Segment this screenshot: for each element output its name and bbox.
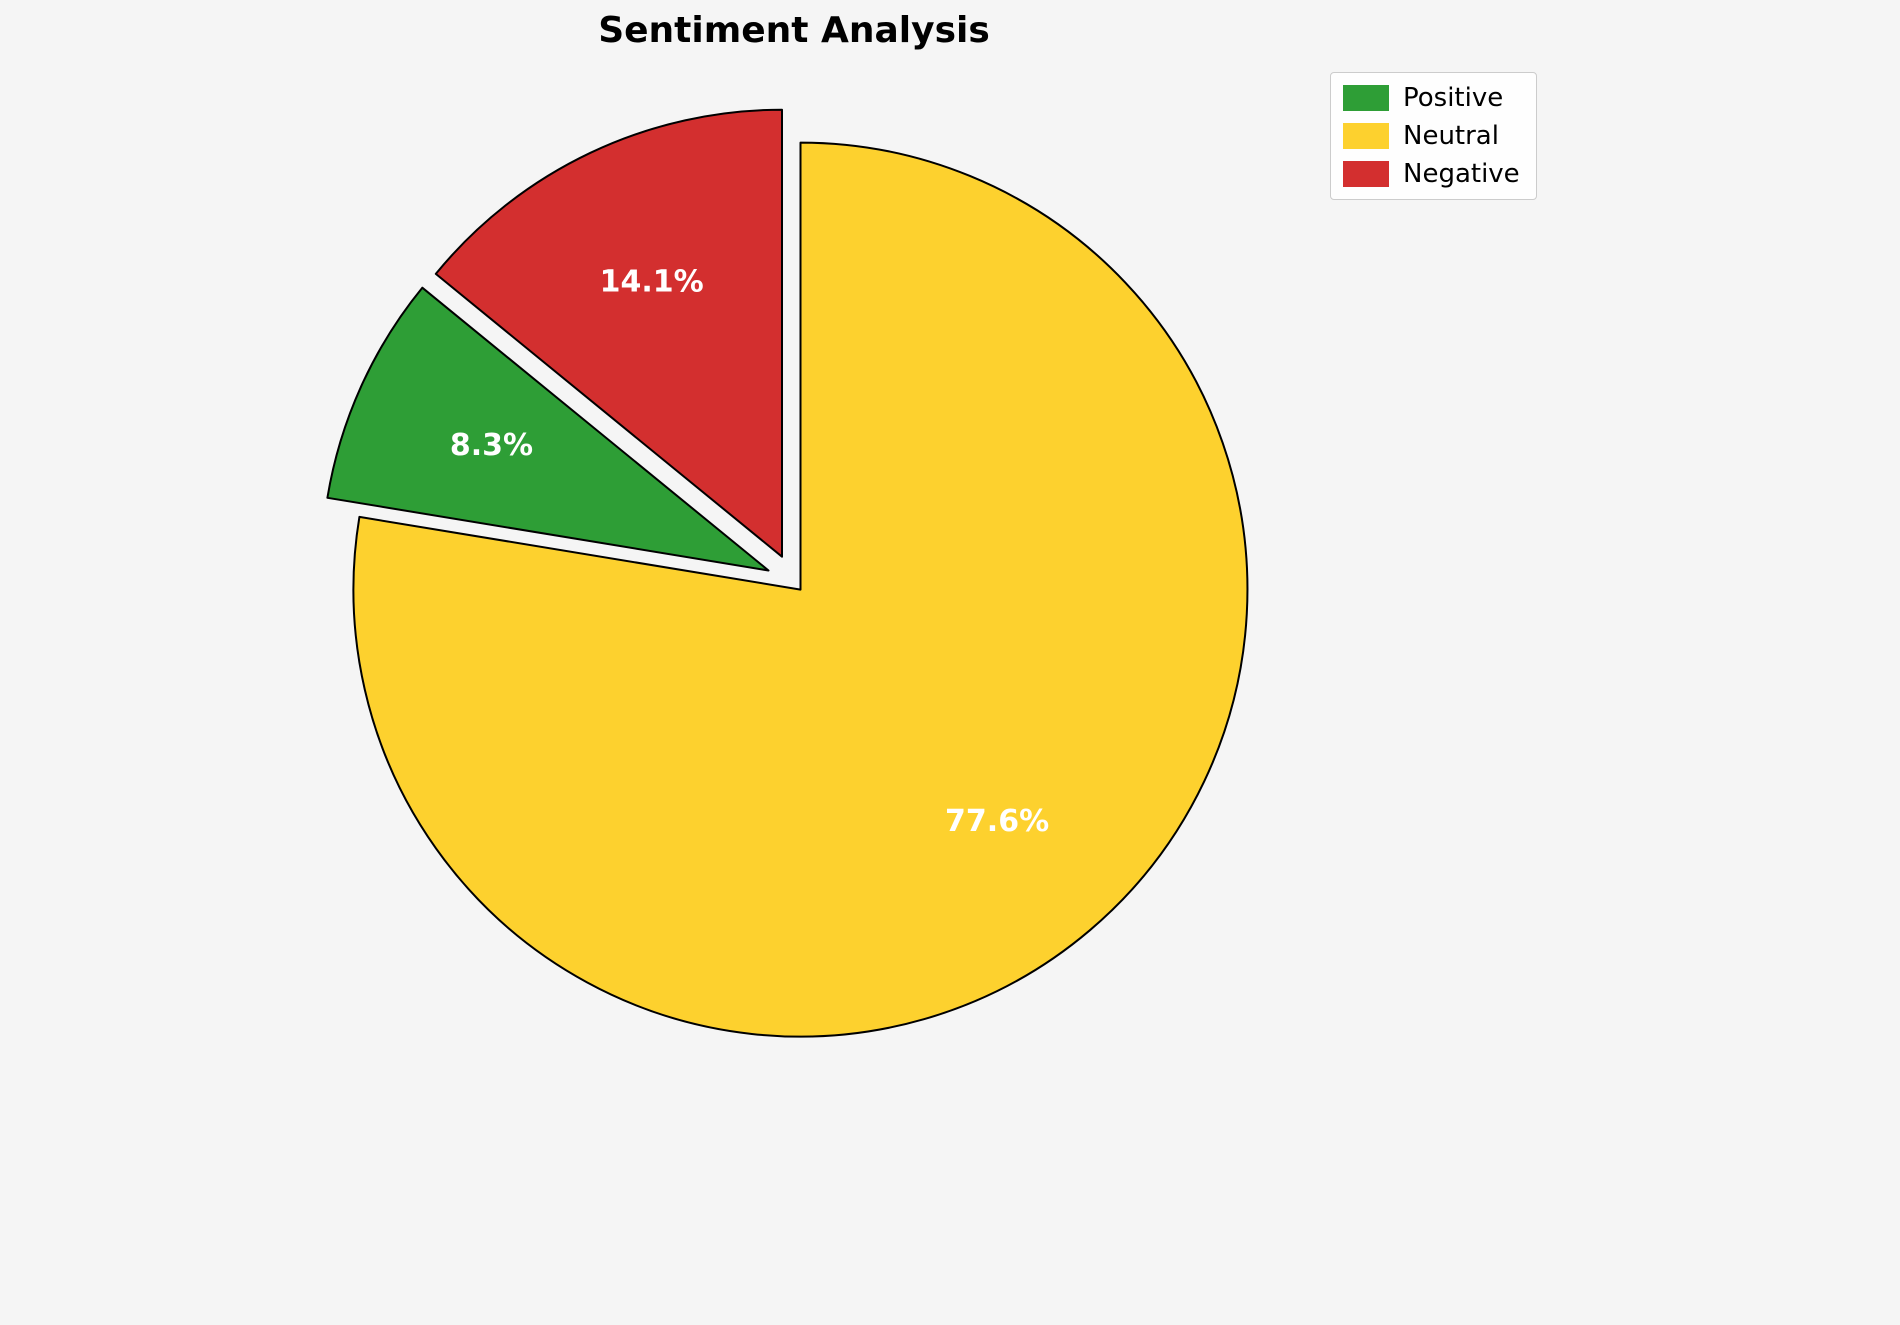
pie-slice-neutral — [352, 141, 1249, 1038]
pie-percent-label-positive: 8.3% — [450, 428, 533, 463]
legend-label-positive: Positive — [1403, 83, 1504, 113]
legend-swatch-neutral-icon — [1343, 123, 1389, 149]
pie-slice-negative — [434, 108, 783, 558]
pie-slice-positive — [326, 286, 770, 572]
legend-swatch-positive-icon — [1343, 85, 1389, 111]
legend-swatch-negative-icon — [1343, 161, 1389, 187]
legend-item-positive: Positive — [1343, 85, 1520, 111]
legend: Positive Neutral Negative — [1330, 72, 1537, 200]
pie-percent-label-neutral: 77.6% — [945, 804, 1049, 839]
pie-percent-label-negative: 14.1% — [600, 265, 704, 300]
legend-label-negative: Negative — [1403, 159, 1520, 189]
legend-item-negative: Negative — [1343, 161, 1520, 187]
legend-label-neutral: Neutral — [1403, 121, 1499, 151]
chart-title: Sentiment Analysis — [598, 10, 990, 51]
legend-item-neutral: Neutral — [1343, 123, 1520, 149]
